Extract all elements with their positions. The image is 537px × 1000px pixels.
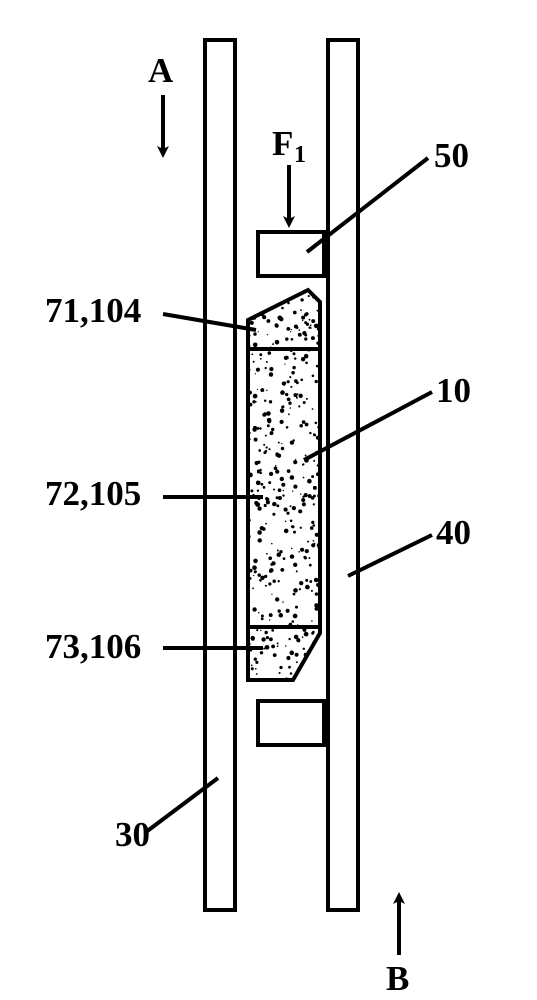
label-40: 40 [436,513,471,552]
load-block-top [258,232,324,276]
leader-50 [307,158,428,252]
label-b: B [386,959,409,998]
leader-10 [304,392,432,460]
load-block-bottom [258,701,324,745]
label-10: 10 [436,371,471,410]
rail-left [205,40,235,910]
label-72-105: 72,105 [45,474,141,513]
label-71-104: 71,104 [45,291,141,330]
mechanical-diagram: A B F 1 50 10 40 30 71,104 72,105 73,106 [0,0,537,1000]
label-30: 30 [115,815,150,854]
leader-40 [348,535,432,576]
label-f1: F [272,124,293,163]
label-50: 50 [434,136,469,175]
rail-right [328,40,358,910]
specimen [246,289,321,681]
leader-71-104 [163,314,256,330]
label-f1-sub: 1 [294,142,306,168]
leader-30 [146,778,218,832]
label-a: A [148,51,174,90]
label-73-106: 73,106 [45,627,141,666]
